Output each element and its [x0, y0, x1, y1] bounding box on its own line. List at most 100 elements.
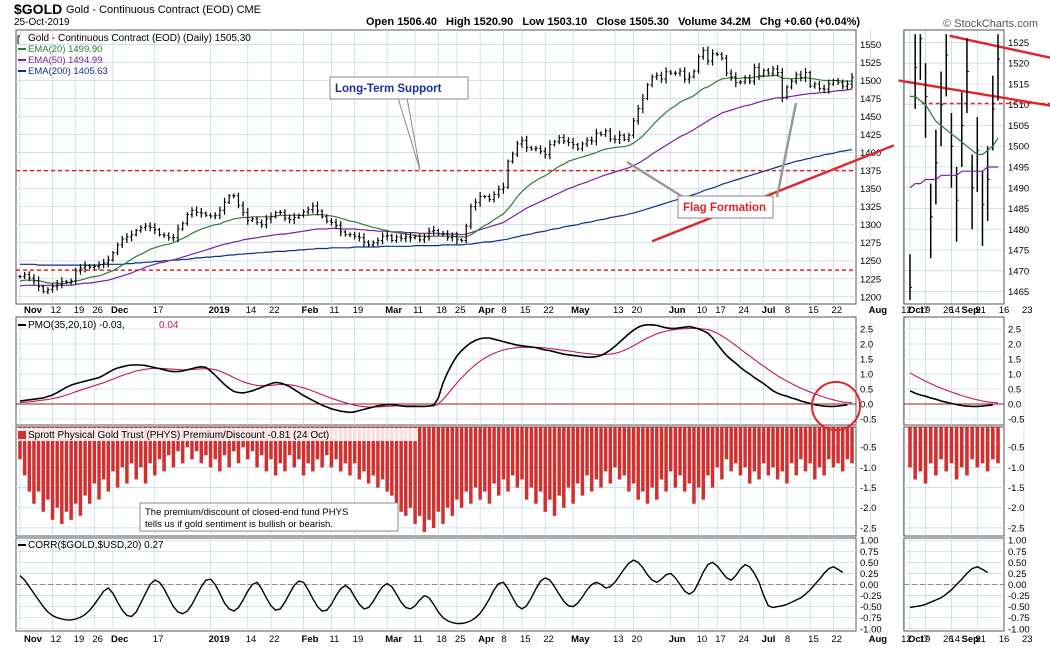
side-phys-bar	[996, 427, 1000, 464]
x-tick-label: 7	[924, 305, 929, 316]
phys-bar	[817, 427, 822, 468]
phys-bar	[431, 427, 436, 528]
phys-bar	[501, 427, 506, 480]
y-tick-label: 1475	[860, 94, 881, 105]
x-tick-label: Jul	[762, 634, 776, 645]
phys-bar	[334, 427, 338, 460]
uptrend-line	[651, 144, 895, 243]
phys-bar	[390, 427, 394, 496]
phys-bar	[734, 427, 738, 464]
y-tick-label: -0.5	[1008, 415, 1024, 426]
pmo-signal-value: 0.04	[159, 320, 179, 331]
phys-bar	[682, 427, 687, 492]
phys-bar	[710, 427, 715, 488]
y-tick-label: 1.5	[860, 355, 873, 366]
x-tick-label: 22	[269, 305, 280, 316]
x-tick-label: 19	[920, 305, 931, 316]
x-tick-label: 22	[543, 634, 554, 645]
x-tick-label: 18	[436, 305, 447, 316]
pmo-line	[19, 323, 848, 414]
phys-bar	[394, 427, 399, 504]
y-tick-label: 1.00	[1008, 536, 1027, 547]
phys-bar	[404, 427, 408, 516]
flag-callout	[677, 195, 774, 219]
phys-bar	[743, 427, 747, 468]
y-tick-label: 1250	[860, 256, 881, 267]
x-tick-label: 17	[715, 634, 726, 645]
phys-bar	[836, 427, 840, 464]
phys-bar	[506, 427, 510, 492]
x-tick-label: 20	[632, 305, 643, 316]
phys-bar	[32, 427, 36, 504]
x-tick-label: 18	[436, 634, 447, 645]
price-title: Gold - Continuous Contract (EOD) (Daily)…	[28, 33, 251, 44]
phys-title-bg	[17, 428, 417, 441]
x-tick-label: 12	[901, 634, 912, 645]
y-tick-label: -0.5	[1008, 443, 1024, 454]
x-tick-label: 9	[975, 634, 980, 645]
high-value: 1520.90	[473, 16, 514, 28]
high-label: High	[446, 16, 471, 28]
x-tick-label: Sep	[962, 305, 980, 316]
phys-bar	[464, 427, 468, 492]
chg-label: Chg	[759, 16, 782, 28]
phys-bar	[548, 427, 552, 500]
ema50-line	[19, 88, 853, 287]
x-tick-label: 20	[632, 634, 643, 645]
y-tick-label: -0.5	[860, 415, 876, 426]
phys-bar	[427, 427, 431, 520]
phys-bar	[748, 427, 752, 484]
x-tick-label: 14	[949, 305, 960, 316]
y-tick-label: 1300	[860, 220, 881, 231]
phys-bar	[603, 427, 608, 472]
side-phys-bar	[980, 427, 985, 464]
phys-bar	[64, 427, 69, 512]
x-tick-label: 15	[808, 634, 819, 645]
side-phys-bar	[913, 427, 917, 480]
phys-bar	[97, 427, 101, 500]
phys-bar	[120, 427, 124, 468]
x-tick-label: 11	[329, 305, 339, 316]
phys-bar	[153, 427, 157, 476]
x-tick-label: May	[571, 305, 590, 316]
phys-bar	[18, 427, 22, 460]
y-tick-label: 1275	[860, 238, 881, 249]
side-phys-bar	[959, 427, 964, 468]
description-text: Gold - Continuous Contract (EOD)	[66, 4, 234, 16]
phys-bar	[673, 427, 678, 488]
x-tick-label: 26	[92, 305, 103, 316]
side-phys-bar	[949, 427, 954, 464]
phys-bar	[366, 427, 371, 484]
phys-bar	[738, 427, 743, 476]
side-phys-bar	[934, 427, 938, 476]
phys-bar	[515, 427, 520, 488]
y-tick-label: 0.0	[1008, 400, 1021, 411]
phys-bar	[357, 427, 362, 480]
x-tick-label: 26	[92, 634, 103, 645]
phys-bar	[771, 427, 775, 468]
x-tick-label: 15	[808, 305, 819, 316]
phys-bar	[417, 427, 422, 516]
open-label: Open	[366, 16, 395, 28]
side-corr-line	[909, 566, 988, 609]
phys-bar	[724, 427, 729, 460]
phys-bar	[650, 427, 654, 488]
x-tick-label: 11	[329, 634, 339, 645]
y-tick-label: 1200	[860, 292, 881, 303]
x-tick-label: 22	[269, 634, 280, 645]
phys-bar	[538, 427, 543, 492]
x-tick-label: Jun	[669, 305, 686, 316]
phys-bar	[139, 427, 143, 468]
y-tick-label: 2.0	[1008, 340, 1021, 351]
phys-bar	[445, 427, 450, 508]
side-phys-bar	[975, 427, 980, 468]
phys-bar	[27, 427, 32, 492]
x-tick-label: 15	[520, 634, 531, 645]
phys-bar	[510, 427, 515, 476]
phys-bar	[264, 427, 269, 472]
main-price-frame	[15, 29, 857, 305]
side-phys-bar	[985, 427, 990, 472]
y-tick-label: 1520	[1008, 59, 1029, 70]
phys-bar	[180, 427, 185, 464]
x-tick-label: 13	[613, 305, 624, 316]
